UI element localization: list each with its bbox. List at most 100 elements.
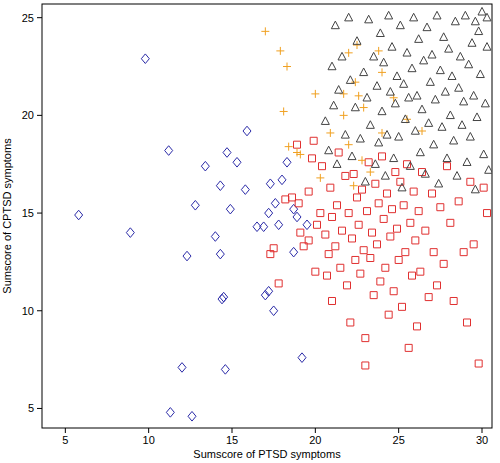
point: [415, 208, 422, 215]
point: [433, 11, 441, 19]
point: [394, 225, 401, 232]
point: [423, 23, 431, 31]
point: [455, 198, 462, 205]
point: [431, 95, 439, 103]
point: [293, 148, 301, 156]
point: [341, 131, 349, 139]
point: [363, 93, 371, 101]
point: [216, 181, 224, 191]
point: [370, 52, 378, 60]
point: [438, 123, 446, 131]
point: [305, 188, 312, 195]
point: [447, 219, 454, 226]
point: [221, 365, 229, 375]
point: [383, 131, 391, 139]
point: [398, 183, 406, 191]
point: [390, 154, 398, 162]
point: [367, 255, 374, 262]
points: [75, 7, 492, 421]
point: [378, 68, 386, 76]
y-tick: [37, 408, 42, 409]
point: [271, 198, 279, 208]
point: [325, 146, 333, 154]
point: [334, 202, 341, 209]
point: [399, 303, 406, 310]
point: [356, 134, 364, 142]
point: [275, 220, 283, 230]
x-tick: [232, 428, 233, 433]
point: [483, 43, 491, 51]
y-tick: [37, 310, 42, 311]
point: [416, 148, 424, 156]
point: [178, 363, 186, 373]
point: [166, 408, 174, 418]
point: [400, 202, 407, 209]
point: [275, 280, 282, 287]
point: [429, 190, 436, 197]
x-tick-label: 30: [476, 434, 488, 446]
point: [282, 196, 289, 203]
point: [463, 158, 471, 166]
point: [475, 27, 483, 35]
x-tick: [482, 428, 483, 433]
point: [342, 172, 349, 179]
x-tick-label: 15: [226, 434, 238, 446]
point: [379, 153, 386, 160]
point: [375, 200, 382, 207]
point: [417, 268, 424, 275]
y-tick-label: 25: [22, 12, 34, 24]
point: [435, 179, 443, 187]
point: [298, 353, 306, 363]
point: [312, 268, 319, 275]
point: [350, 170, 357, 177]
point: [440, 33, 448, 41]
point: [369, 229, 376, 236]
point: [321, 117, 329, 125]
point: [473, 113, 481, 121]
point: [409, 272, 416, 279]
point: [402, 249, 409, 256]
point: [375, 138, 383, 146]
point: [305, 237, 312, 244]
point: [285, 143, 293, 151]
point: [332, 243, 339, 250]
point: [364, 208, 371, 215]
point: [339, 227, 346, 234]
point: [396, 21, 404, 29]
point: [352, 256, 359, 263]
chart: 51015202530510152025Sumscore of PTSD sym…: [0, 0, 500, 463]
point: [201, 161, 209, 171]
point: [468, 39, 476, 47]
point: [370, 292, 377, 299]
point: [351, 103, 359, 111]
x-axis-title: Sumscore of PTSD symptoms: [193, 448, 341, 460]
point: [375, 47, 383, 55]
point: [346, 76, 354, 84]
point: [483, 13, 491, 21]
point: [261, 290, 269, 300]
point: [126, 228, 134, 238]
point: [218, 294, 226, 304]
point: [378, 107, 386, 115]
point: [425, 119, 433, 127]
point: [412, 237, 419, 244]
point: [390, 288, 397, 295]
point: [384, 190, 391, 197]
point: [403, 48, 411, 56]
point: [385, 311, 392, 318]
plot-frame: [42, 4, 492, 428]
point: [345, 49, 353, 57]
point: [283, 63, 291, 71]
point: [366, 168, 374, 176]
point: [293, 212, 301, 222]
x-tick: [148, 428, 149, 433]
point: [381, 172, 389, 180]
point: [430, 249, 437, 256]
point: [389, 206, 396, 213]
y-tick-label: 5: [28, 402, 34, 414]
point: [418, 105, 426, 113]
point: [295, 200, 302, 207]
point: [329, 297, 336, 304]
x-tick-label: 20: [309, 434, 321, 446]
point: [335, 149, 342, 156]
